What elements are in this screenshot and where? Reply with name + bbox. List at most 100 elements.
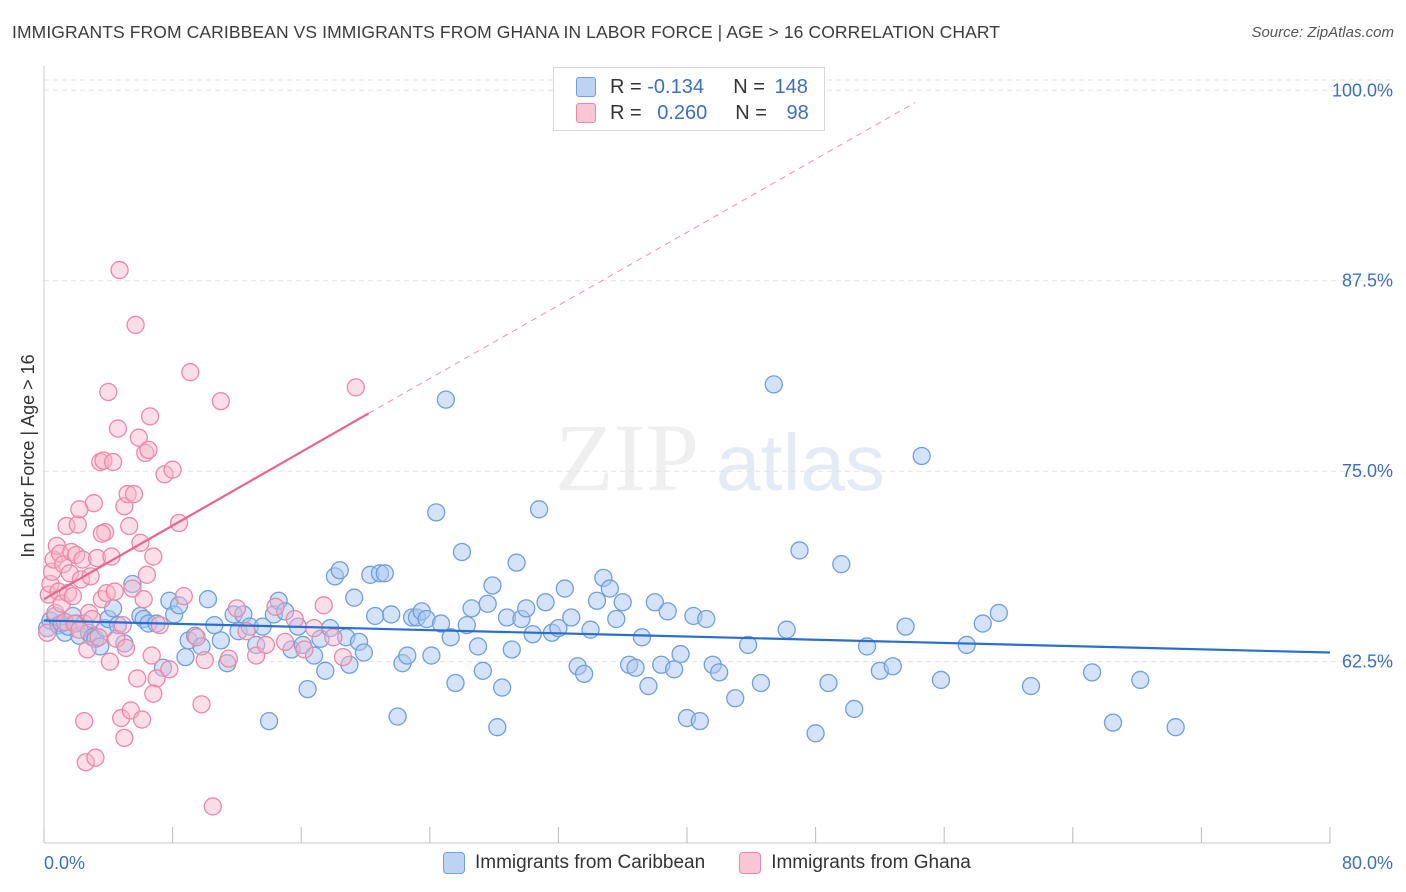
caribbean-point (658, 602, 677, 621)
caribbean-point (457, 615, 476, 635)
ghana-trendline-extension (368, 102, 916, 414)
caribbean-point (108, 615, 128, 635)
ghana-point (187, 628, 206, 647)
caribbean-point (562, 608, 581, 627)
caribbean-point (422, 646, 441, 665)
ghana-points (38, 260, 366, 816)
ghana-point (211, 391, 230, 411)
ghana-point (237, 622, 256, 641)
caribbean-swatch (576, 77, 596, 97)
caribbean-point (462, 599, 481, 618)
caribbean-point (555, 579, 574, 598)
ghana-point (142, 646, 161, 665)
caribbean-legend-swatch (443, 852, 465, 874)
source-label: Source: ZipAtlas.com (1251, 24, 1394, 41)
caribbean-point (247, 635, 266, 655)
ghana-point (92, 524, 112, 543)
ghana-point (123, 579, 142, 598)
caribbean-point (492, 678, 512, 697)
caribbean-point (912, 446, 931, 466)
caribbean-point (973, 614, 992, 633)
caribbean-point (441, 628, 460, 647)
ghana-point (116, 638, 136, 658)
ghana-point (63, 587, 83, 606)
caribbean-point (436, 390, 456, 409)
ghana-point (275, 632, 295, 652)
caribbean-legend-label: Immigrants from Caribbean (475, 852, 706, 873)
ghana-point (78, 640, 97, 659)
caribbean-point (529, 500, 549, 519)
legend-r-label: R = (610, 75, 648, 98)
caribbean-point (957, 635, 976, 655)
ghana-point (137, 565, 157, 584)
caribbean-point (697, 609, 716, 629)
y-tick-label: 100.0% (1332, 80, 1393, 100)
ghana-point (144, 547, 163, 566)
caribbean-points (38, 375, 1185, 743)
caribbean-point (478, 594, 497, 613)
ghana-point (140, 407, 160, 426)
caribbean-point (574, 664, 594, 684)
watermark: ZIP atlas (555, 404, 885, 511)
ghana-point (174, 587, 194, 606)
legend-n-label: N = (733, 75, 771, 98)
chart-title: IMMIGRANTS FROM CARIBBEAN VS IMMIGRANTS … (12, 22, 1001, 42)
caribbean-point (169, 596, 189, 615)
ghana-point (99, 382, 118, 402)
ghana-point (126, 315, 145, 335)
caribbean-point (398, 646, 417, 665)
caribbean-point (639, 676, 658, 696)
ghana-point (100, 652, 120, 671)
caribbean-point (626, 658, 645, 677)
correlation-legend: R = -0.134 N = 148 R = 0.260 N = 98 (553, 67, 825, 131)
ghana-point (144, 684, 163, 703)
ghana-point (65, 614, 84, 633)
ghana-point (89, 628, 108, 647)
caribbean-point (123, 574, 142, 594)
caribbean-point (632, 628, 652, 647)
caribbean-point (375, 564, 394, 583)
ghana-point (103, 452, 123, 472)
ghana-point (118, 484, 137, 504)
ghana-legend-label: Immigrants from Ghana (771, 852, 971, 873)
ghana-point (150, 615, 169, 635)
caribbean-point (764, 375, 783, 394)
caribbean-point (587, 591, 607, 610)
caribbean-point (536, 593, 555, 612)
ghana-point (192, 695, 211, 714)
legend-row-caribbean: R = -0.134 N = 148 (576, 75, 808, 99)
caribbean-point (211, 631, 230, 650)
ghana-point (163, 460, 182, 479)
ghana-point (256, 635, 275, 655)
caribbean-point (819, 673, 838, 693)
ghana-point (285, 609, 304, 629)
axes (43, 66, 1331, 844)
caribbean-point (931, 670, 951, 690)
caribbean-point (671, 644, 690, 664)
ghana-point (113, 615, 132, 635)
ghana-point (346, 378, 366, 397)
caribbean-point (523, 625, 542, 644)
ghana-point (75, 711, 94, 731)
caribbean-point (507, 553, 526, 572)
caribbean-point (483, 576, 502, 595)
y-tick-label: 87.5% (1342, 271, 1393, 291)
caribbean-point (304, 646, 324, 665)
ghana-point (147, 669, 166, 688)
ghana-point (203, 797, 222, 816)
caribbean-point (790, 541, 809, 560)
gridlines (44, 79, 1392, 663)
legend-n-value: 98 (786, 101, 809, 124)
caribbean-point (600, 579, 619, 598)
ghana-point (70, 500, 89, 519)
caribbean-point (388, 707, 407, 726)
ghana-point (68, 515, 87, 534)
ghana-point (266, 597, 285, 616)
caribbean-point (446, 673, 465, 693)
caribbean-point (488, 718, 507, 737)
legend-item-caribbean: Immigrants from Caribbean (443, 852, 705, 874)
ghana-point (87, 548, 107, 568)
ghana-point (160, 660, 179, 679)
caribbean-point (832, 555, 851, 574)
caribbean-point (989, 603, 1009, 623)
